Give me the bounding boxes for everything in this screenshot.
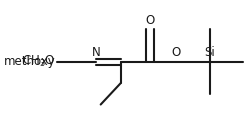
Text: Si: Si — [204, 46, 215, 59]
Text: CH$_3$O: CH$_3$O — [22, 54, 56, 69]
Text: O: O — [172, 46, 181, 59]
Text: N: N — [92, 46, 100, 59]
Text: O: O — [145, 14, 154, 27]
Text: methoxy: methoxy — [4, 55, 56, 68]
